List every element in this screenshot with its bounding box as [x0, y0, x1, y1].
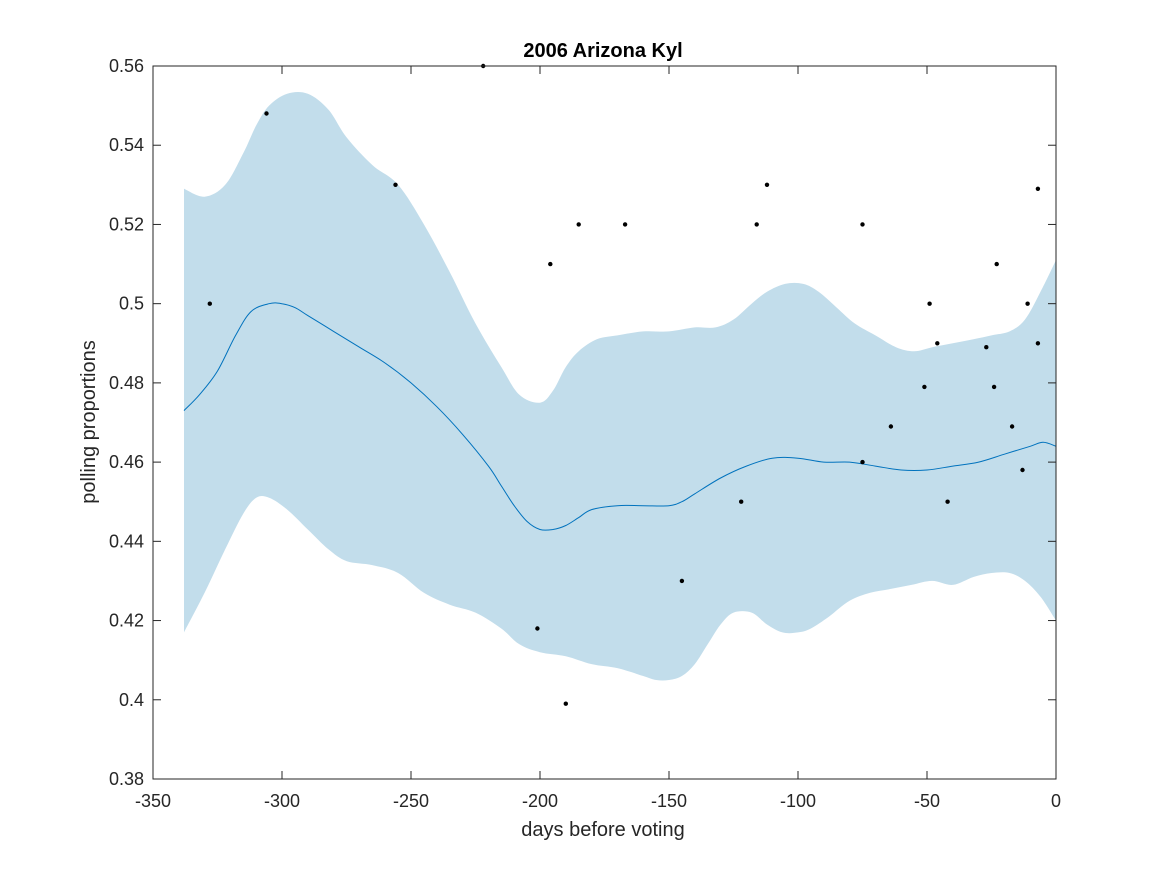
poll-point	[994, 261, 999, 267]
y-tick-label: 0.54	[109, 135, 144, 155]
chart-title: 2006 Arizona Kyl	[523, 40, 682, 62]
poll-point	[1035, 186, 1041, 191]
poll-point	[860, 459, 865, 465]
plot-area	[183, 63, 1057, 706]
y-tick-label: 0.5	[119, 294, 144, 314]
poll-point	[548, 261, 553, 267]
y-tick-label: 0.42	[109, 611, 144, 631]
poll-point	[935, 341, 940, 346]
poll-point	[945, 499, 950, 504]
poll-point	[563, 701, 568, 706]
x-axis-label: days before voting	[521, 819, 684, 841]
poll-point	[860, 222, 865, 227]
x-tick-label: 0	[1051, 791, 1061, 811]
x-axis: -350 -300 -250 -200 -150 -100 -50 0	[135, 66, 1061, 811]
poll-points	[207, 63, 1041, 706]
poll-point	[393, 182, 398, 187]
y-tick-label: 0.4	[119, 690, 144, 710]
y-tick-label: 0.48	[109, 373, 144, 393]
x-tick-label: -50	[914, 791, 940, 811]
poll-point	[264, 111, 269, 116]
x-tick-label: -350	[135, 791, 171, 811]
y-tick-label: 0.38	[109, 769, 144, 789]
y-tick-label: 0.46	[109, 452, 144, 472]
x-tick-label: -100	[780, 791, 816, 811]
poll-point	[1020, 467, 1025, 473]
y-axis-label: polling proportions	[78, 340, 100, 503]
poll-point	[739, 499, 744, 504]
poll-point	[207, 301, 212, 306]
poll-point	[576, 222, 581, 227]
x-tick-label: -150	[651, 791, 687, 811]
poll-point	[535, 626, 540, 631]
poll-point	[622, 222, 628, 227]
confidence-band	[184, 91, 1056, 681]
x-tick-label: -200	[522, 791, 558, 811]
y-tick-label: 0.44	[109, 531, 144, 551]
x-tick-label: -300	[264, 791, 300, 811]
y-tick-label: 0.56	[109, 56, 144, 76]
poll-point	[679, 578, 685, 584]
poll-point	[1035, 341, 1041, 346]
poll-point	[1025, 301, 1030, 306]
poll-point	[888, 424, 894, 429]
y-tick-label: 0.52	[109, 214, 144, 234]
poll-point	[991, 384, 997, 390]
poll-point	[1009, 424, 1015, 429]
poll-point	[922, 384, 927, 390]
poll-point	[764, 182, 770, 187]
x-tick-label: -250	[393, 791, 429, 811]
axes-box	[152, 65, 1057, 780]
poll-point	[754, 222, 759, 227]
poll-point	[984, 345, 989, 350]
y-axis: 0.38 0.4 0.42 0.44 0.46 0.48 0.5 0.52 0.54 0.56	[109, 56, 1056, 789]
poll-point	[927, 301, 932, 306]
mean-line	[183, 302, 1057, 531]
